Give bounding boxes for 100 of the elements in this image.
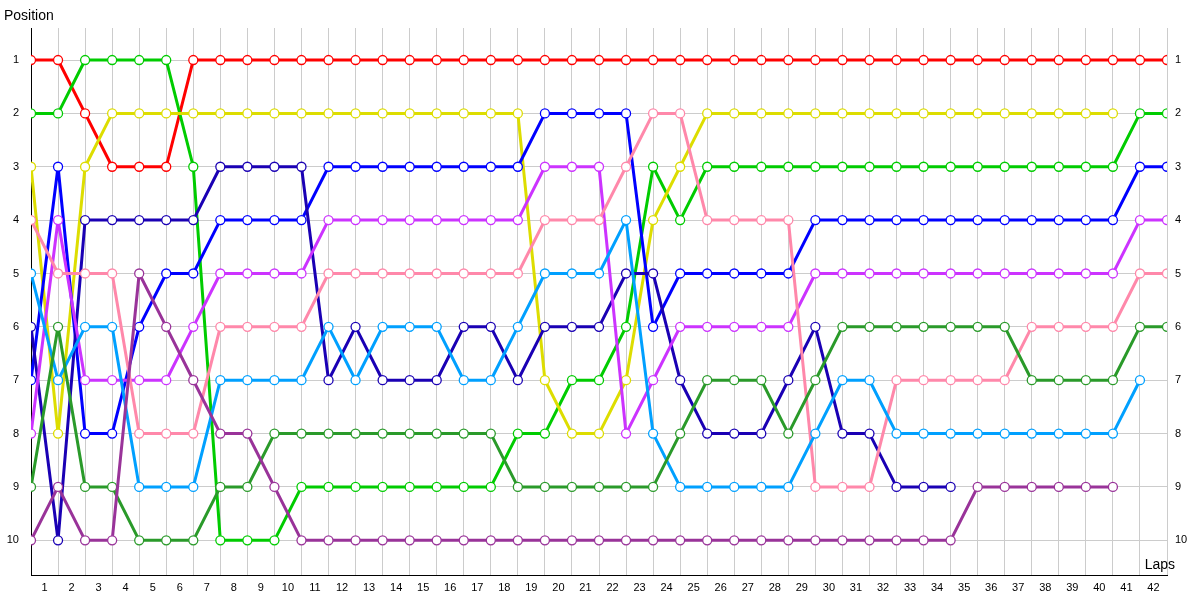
x-axis-title: Laps: [1144, 556, 1175, 572]
x-tick-label: 16: [444, 580, 457, 593]
y-tick-label: 1: [12, 53, 19, 66]
point: [945, 321, 956, 332]
point: [323, 161, 334, 172]
point: [52, 481, 64, 493]
x-tick-label: 26: [714, 580, 727, 593]
point: [242, 214, 253, 226]
point: [323, 375, 334, 386]
x-tick-label: 4: [122, 580, 129, 593]
point: [485, 54, 496, 66]
point: [323, 108, 334, 119]
point: [864, 268, 875, 279]
point: [215, 375, 226, 386]
point: [702, 214, 713, 226]
point: [729, 108, 740, 119]
x-tick-label: 8: [230, 580, 237, 593]
point: [1107, 321, 1119, 332]
point: [783, 535, 794, 546]
point: [485, 428, 496, 439]
point: [593, 321, 605, 332]
x-tick-label: 6: [176, 580, 183, 593]
point: [296, 321, 307, 332]
point: [566, 54, 578, 66]
point: [702, 108, 713, 119]
point: [593, 214, 605, 226]
point: [810, 268, 821, 279]
point: [864, 481, 875, 493]
x-tick-label: 32: [876, 580, 890, 593]
point: [269, 214, 280, 226]
point: [647, 428, 659, 439]
point: [431, 535, 442, 546]
point: [79, 108, 91, 119]
x-tick-label: 41: [1120, 580, 1133, 593]
point: [1053, 161, 1064, 172]
point: [756, 161, 767, 172]
x-tick-label: 34: [930, 580, 944, 593]
point: [702, 535, 713, 546]
point: [52, 375, 64, 386]
point: [134, 428, 145, 439]
point: [350, 481, 361, 493]
point: [756, 108, 767, 119]
point: [783, 214, 794, 226]
point: [1026, 481, 1037, 493]
point: [837, 268, 848, 279]
point: [242, 108, 253, 119]
x-tick-label: 40: [1093, 580, 1106, 593]
x-tick-label: 39: [1066, 580, 1079, 593]
point: [52, 428, 64, 439]
point: [512, 535, 524, 546]
point: [593, 428, 605, 439]
point: [566, 214, 578, 226]
point: [1053, 108, 1064, 119]
point: [296, 54, 307, 66]
point: [1107, 428, 1119, 439]
x-tick-label: 22: [606, 580, 619, 593]
x-tick-label: 31: [849, 580, 863, 593]
point: [79, 54, 91, 66]
point: [593, 54, 605, 66]
point: [539, 375, 551, 386]
point: [891, 375, 902, 386]
point: [620, 375, 632, 386]
point: [918, 161, 929, 172]
point: [918, 535, 929, 546]
point: [215, 321, 226, 332]
point: [1107, 375, 1119, 386]
point: [188, 54, 199, 66]
point: [106, 161, 118, 172]
point: [566, 161, 578, 172]
point: [323, 535, 334, 546]
point: [323, 481, 334, 493]
point: [1053, 54, 1064, 66]
point: [972, 214, 983, 226]
point: [810, 428, 821, 439]
point: [188, 321, 199, 332]
point: [918, 108, 929, 119]
point: [106, 428, 118, 439]
point: [350, 108, 361, 119]
point: [729, 268, 740, 279]
point: [647, 108, 659, 119]
x-tick-label: 36: [985, 580, 998, 593]
point: [79, 375, 91, 386]
point: [620, 214, 632, 226]
x-tick-label: 7: [203, 580, 210, 593]
point: [647, 321, 659, 332]
point: [1026, 54, 1037, 66]
point: [323, 321, 334, 332]
point: [810, 535, 821, 546]
point: [161, 481, 172, 493]
point: [620, 321, 632, 332]
point: [52, 214, 64, 226]
point: [512, 214, 524, 226]
point: [188, 535, 199, 546]
point: [729, 54, 740, 66]
point: [404, 108, 415, 119]
point: [52, 108, 64, 119]
point: [1080, 375, 1092, 386]
point: [891, 108, 902, 119]
point: [837, 108, 848, 119]
point: [1026, 321, 1037, 332]
